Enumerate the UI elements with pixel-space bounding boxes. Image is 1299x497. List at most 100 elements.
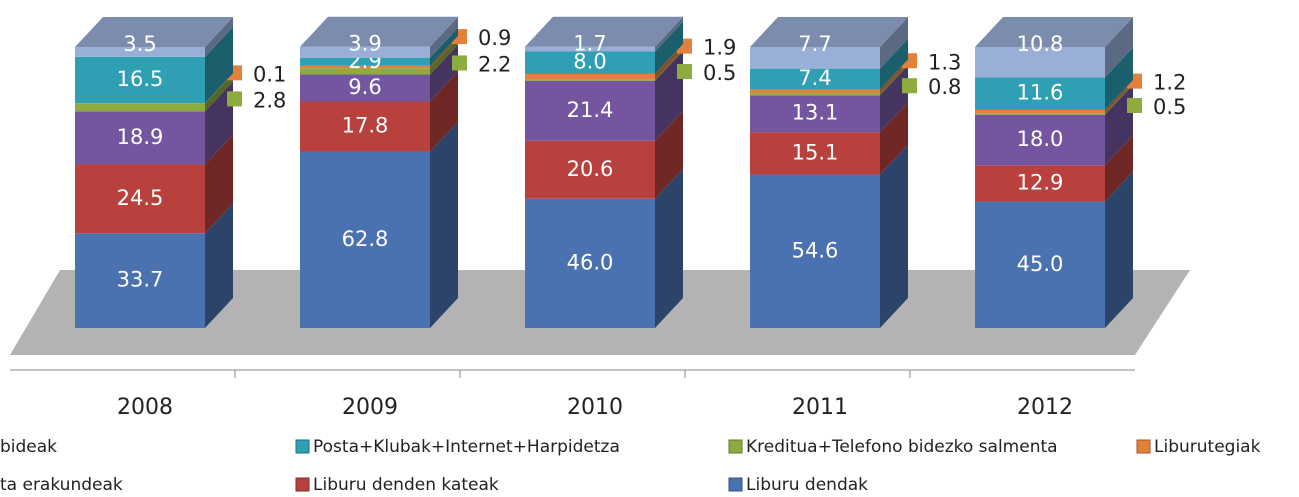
data-label: 0.9 (478, 26, 511, 50)
data-label: 13.1 (792, 101, 839, 125)
data-label: 24.5 (117, 186, 164, 210)
legend-marker (1136, 439, 1151, 454)
bar-side (880, 144, 908, 328)
bar-side (880, 59, 908, 94)
legend-marker (728, 477, 743, 492)
bar-segment (75, 164, 205, 234)
bar-side (655, 21, 683, 74)
data-label: 8.0 (573, 50, 606, 74)
bar-segment (975, 113, 1105, 115)
data-label: 54.6 (792, 238, 839, 262)
bar-side (1105, 17, 1133, 78)
bar-side (655, 168, 683, 328)
bar-segment (75, 103, 205, 112)
bar-top (75, 17, 233, 47)
bar-side (205, 81, 233, 165)
bar-side (880, 65, 908, 133)
x-tick-label: 2012 (1017, 395, 1073, 420)
legend-label: Kreditua+Telefono bidezko salmenta (746, 437, 1058, 457)
bar-segment (525, 46, 655, 52)
bar-side (1105, 135, 1133, 202)
label-marker (227, 91, 242, 107)
data-label: 0.8 (928, 75, 961, 99)
bar-side (205, 17, 233, 57)
bar-side (430, 44, 458, 102)
bar-segment (525, 73, 655, 80)
bar-segment (975, 47, 1105, 78)
data-label: 9.6 (348, 75, 381, 99)
bar-side (430, 71, 458, 152)
bar-segment (300, 65, 430, 69)
data-label: 2.8 (253, 88, 286, 112)
data-label: 7.4 (798, 66, 831, 90)
bar-segment (750, 68, 880, 90)
data-label: 45.0 (1017, 252, 1064, 276)
data-label: 18.9 (117, 125, 164, 149)
legend-marker (728, 439, 743, 454)
data-label: 17.8 (342, 114, 389, 138)
data-label: 15.1 (792, 140, 839, 164)
legend-label: Liburu dendak (746, 475, 868, 495)
data-label: 10.8 (1017, 32, 1064, 56)
bar-segment (975, 201, 1105, 328)
bar-side (655, 43, 683, 80)
data-label: 0.5 (703, 61, 736, 85)
data-label: 11.6 (1017, 81, 1064, 105)
bar-side (430, 121, 458, 328)
bar-side (430, 35, 458, 69)
legend-marker (295, 477, 310, 492)
legend-label: bideak (0, 437, 57, 457)
data-label: 3.5 (123, 32, 156, 56)
bar-side (205, 134, 233, 234)
data-label: 1.3 (928, 50, 961, 74)
bar-side (1105, 79, 1133, 114)
bar-side (655, 50, 683, 141)
data-label: 3.9 (348, 32, 381, 56)
x-tick-label: 2010 (567, 395, 623, 420)
data-label: 46.0 (567, 250, 614, 274)
bar-segment (75, 47, 205, 57)
bar-side (1105, 84, 1133, 166)
bar-segment (300, 101, 430, 152)
bar-segment (75, 111, 205, 165)
bar-top (975, 17, 1133, 47)
label-marker (452, 55, 467, 71)
bar-top (300, 16, 458, 47)
bar-segment (525, 80, 655, 141)
data-label: 1.7 (573, 32, 606, 56)
bar-side (880, 102, 908, 175)
x-tick-label: 2011 (792, 395, 848, 420)
bar-side (205, 203, 233, 328)
data-label: 12.9 (1017, 170, 1064, 194)
bar-segment (750, 174, 880, 328)
bar-top (525, 16, 683, 47)
bar-side (655, 110, 683, 199)
bar-side (205, 26, 233, 104)
bar-segment (75, 56, 205, 104)
data-label: 16.5 (117, 67, 164, 91)
data-label: 0.5 (1153, 95, 1186, 119)
bar-side (880, 17, 908, 69)
bar-segment (525, 79, 655, 81)
bar-segment (750, 93, 880, 96)
data-label: 1.2 (1153, 71, 1186, 95)
x-tick-label: 2008 (117, 395, 173, 420)
data-label: 62.8 (342, 227, 389, 251)
bar-segment (300, 46, 430, 58)
bar-segment (750, 132, 880, 175)
bar-segment (525, 198, 655, 328)
bar-side (655, 49, 683, 81)
bar-segment (300, 57, 430, 66)
legend-label: Liburu denden kateak (313, 475, 499, 495)
bar-segment (525, 140, 655, 199)
data-label: 1.9 (703, 36, 736, 60)
bar-segment (525, 51, 655, 74)
data-label: 33.7 (117, 268, 164, 292)
data-label: 21.4 (567, 98, 614, 122)
bar-side (205, 73, 233, 104)
label-marker (677, 64, 692, 80)
bar-segment (750, 89, 880, 94)
bar-segment (300, 74, 430, 102)
bar-top (750, 17, 908, 47)
